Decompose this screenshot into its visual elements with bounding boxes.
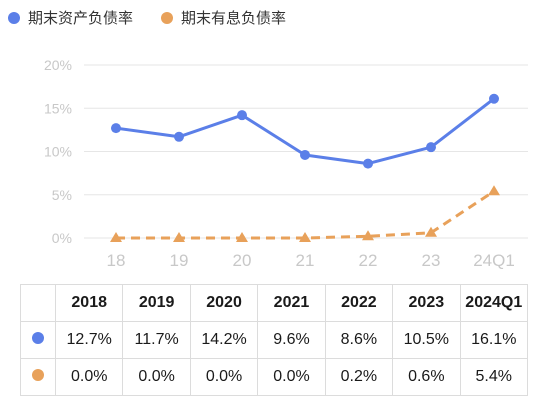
data-point-2	[362, 230, 374, 241]
table-header-cell: 2021	[257, 284, 326, 322]
table-cell: 12.7%	[54, 321, 124, 359]
table-cell: 0.0%	[189, 358, 259, 396]
data-point-2	[110, 232, 122, 242]
table-cell: 9.6%	[257, 321, 326, 359]
table-cell: 0.0%	[54, 358, 124, 396]
x-tick-label: 18	[107, 251, 126, 270]
x-tick-label: 23	[422, 251, 441, 270]
table-corner-cell	[20, 284, 56, 322]
data-table: 2018 2019 2020 2021 2022 2023 2024Q1 12.…	[20, 284, 529, 396]
y-tick-label: 10%	[44, 144, 72, 160]
y-tick-label: 0%	[52, 230, 72, 246]
row-marker-cell	[20, 321, 56, 359]
data-point-1	[489, 93, 499, 104]
y-tick-label: 15%	[44, 100, 72, 116]
x-tick-label: 19	[170, 251, 189, 270]
table-cell: 14.2%	[189, 321, 259, 359]
table-cell: 0.2%	[324, 358, 394, 396]
table-row-series2: 0.0% 0.0% 0.0% 0.0% 0.2% 0.6% 5.4%	[20, 358, 529, 396]
row-marker-cell	[20, 358, 56, 396]
legend-dot-series2	[161, 11, 174, 24]
table-header-cell: 2024Q1	[459, 284, 529, 322]
legend-label-series1: 期末资产负债率	[28, 9, 134, 27]
table-cell: 8.6%	[324, 321, 394, 359]
x-tick-label: 22	[359, 251, 378, 270]
series2-dot	[32, 369, 44, 381]
data-point-1	[363, 158, 373, 169]
data-point-2	[488, 185, 500, 196]
line-chart: 0% 5% 10% 15% 20% 18 19 20 21 22 23 24Q1	[44, 57, 528, 270]
table-cell: 0.0%	[257, 358, 326, 396]
y-tick-label: 5%	[52, 187, 72, 203]
x-tick-label: 20	[233, 251, 252, 270]
series-line-2	[116, 190, 495, 240]
table-cell: 11.7%	[122, 321, 191, 359]
data-point-2	[236, 232, 248, 242]
table-header-cell: 2018	[54, 284, 124, 322]
data-point-1	[174, 131, 184, 142]
legend-item-series1[interactable]: 期末资产负债率	[8, 7, 133, 28]
legend-dot-series1	[8, 11, 20, 24]
table-cell: 16.1%	[459, 321, 529, 359]
legend-item-series2[interactable]: 期末有息负债率	[161, 7, 286, 28]
y-tick-label: 20%	[44, 57, 72, 73]
table-header-cell: 2019	[122, 284, 191, 322]
x-tick-label: 24Q1	[473, 251, 515, 270]
table-cell: 10.5%	[392, 321, 461, 359]
x-tick-label: 21	[296, 251, 315, 270]
table-cell: 0.6%	[392, 358, 461, 396]
data-point-1	[237, 110, 247, 121]
table-header-cell: 2020	[189, 284, 259, 322]
data-point-2	[173, 232, 185, 242]
data-point-1	[300, 149, 310, 160]
data-point-1	[111, 123, 121, 134]
data-point-1	[426, 142, 436, 153]
series1-dot	[32, 332, 44, 344]
data-point-2	[425, 226, 437, 237]
table-cell: 0.0%	[122, 358, 191, 396]
legend-label-series2: 期末有息负债率	[181, 9, 287, 27]
legend: 期末资产负债率 期末有息负债率	[8, 7, 314, 28]
table-row-series1: 12.7% 11.7% 14.2% 9.6% 8.6% 10.5% 16.1%	[20, 321, 529, 359]
table-header-cell: 2023	[392, 284, 461, 322]
table-header-cell: 2022	[324, 284, 394, 322]
data-point-2	[299, 232, 311, 242]
table-header-row: 2018 2019 2020 2021 2022 2023 2024Q1	[20, 284, 529, 322]
table-cell: 5.4%	[459, 358, 529, 396]
